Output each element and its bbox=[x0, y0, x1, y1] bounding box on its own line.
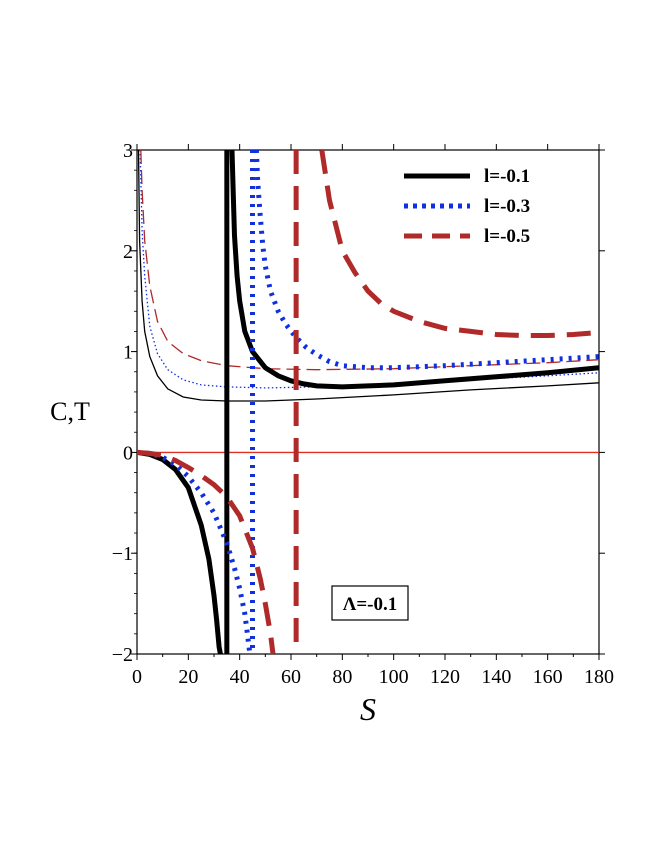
series-l-0-1-branch-1 bbox=[137, 449, 223, 654]
y-tick-label-1: 1 bbox=[123, 342, 133, 364]
y-tick-label-3: 3 bbox=[123, 140, 133, 162]
x-axis-label: S bbox=[360, 691, 376, 727]
annotation-box: Λ=-0.1 bbox=[331, 585, 409, 621]
y-tick-label-2: 2 bbox=[123, 241, 133, 263]
x-tick-label-0: 0 bbox=[132, 666, 142, 688]
x-tick-label-80: 80 bbox=[332, 666, 352, 688]
x-tick-label-160: 160 bbox=[533, 666, 563, 688]
legend: l=-0.1 l=-0.3 l=-0.5 bbox=[404, 166, 530, 247]
x-tick-label-140: 140 bbox=[481, 666, 511, 688]
x-tick-label-100: 100 bbox=[379, 666, 409, 688]
series-l-0-5-branch-1 bbox=[137, 449, 276, 654]
legend-label-l-0-5: l=-0.5 bbox=[484, 226, 530, 247]
x-tick-label-20: 20 bbox=[178, 666, 198, 688]
y-tick-label-0: 0 bbox=[123, 442, 133, 464]
series-l-0-3-branch-2 bbox=[253, 150, 599, 371]
legend-label-l-0-1: l=-0.1 bbox=[484, 166, 530, 187]
x-tick-label-180: 180 bbox=[584, 666, 614, 688]
annotation-text: Λ=-0.1 bbox=[343, 594, 398, 615]
y-tick-label--1: −1 bbox=[112, 543, 133, 565]
series-t-l-0-1-branch-1 bbox=[137, 150, 599, 402]
x-tick-label-120: 120 bbox=[430, 666, 460, 688]
x-tick-label-60: 60 bbox=[281, 666, 301, 688]
series-l-0-1-branch-2 bbox=[229, 150, 599, 390]
series-l-0-3-branch-1 bbox=[137, 449, 253, 654]
x-tick-label-40: 40 bbox=[230, 666, 250, 688]
y-tick-label--2: −2 bbox=[112, 644, 133, 666]
series-t-l-0-5-branch-1 bbox=[140, 150, 599, 371]
legend-label-l-0-3: l=-0.3 bbox=[484, 196, 530, 217]
y-axis-label: C,T bbox=[50, 397, 90, 426]
series-l-0-5-branch-2 bbox=[319, 150, 599, 338]
